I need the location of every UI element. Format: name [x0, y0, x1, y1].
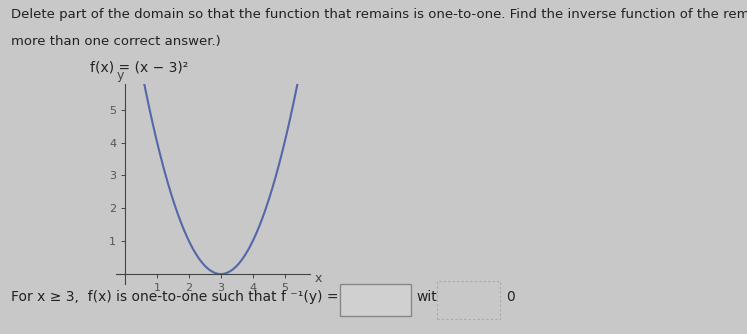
Text: 0: 0 — [506, 290, 515, 304]
Text: y: y — [117, 69, 124, 82]
Text: f(x) = (x − 3)²: f(x) = (x − 3)² — [90, 60, 188, 74]
Text: x: x — [314, 273, 322, 286]
Text: with: with — [417, 290, 446, 304]
Text: For x ≥ 3,  f(x) is one-to-one such that f ⁻¹(y) =: For x ≥ 3, f(x) is one-to-one such that … — [11, 290, 338, 304]
Text: more than one correct answer.): more than one correct answer.) — [11, 35, 221, 48]
Text: ▼: ▼ — [473, 294, 480, 302]
Text: Delete part of the domain so that the function that remains is one-to-one. Find : Delete part of the domain so that the fu… — [11, 8, 747, 21]
Text: 2: 2 — [444, 290, 453, 304]
